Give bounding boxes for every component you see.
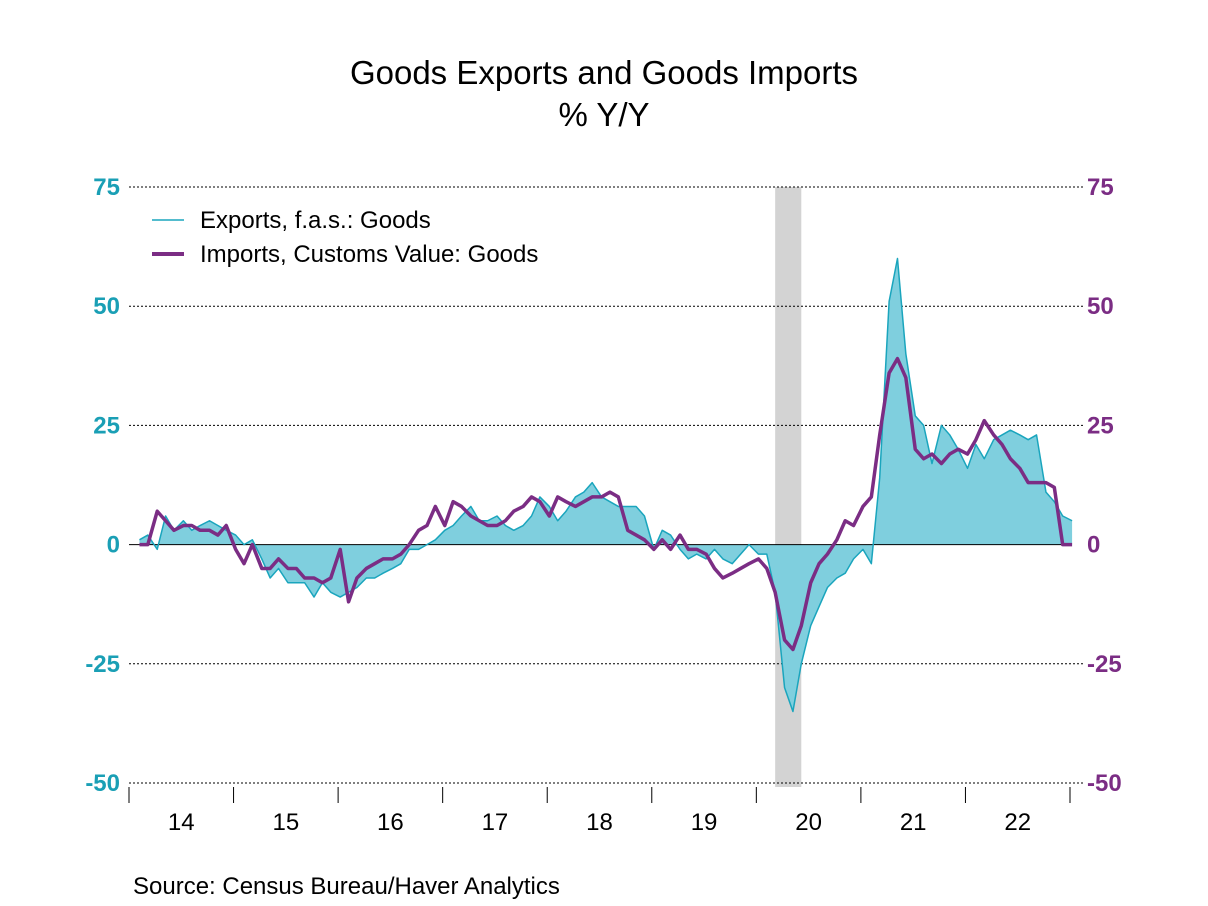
- y-tick-left-label: 50: [93, 293, 120, 320]
- y-tick-left-label: -25: [85, 651, 120, 678]
- source-note: Source: Census Bureau/Haver Analytics: [133, 873, 560, 900]
- y-tick-left-label: -50: [85, 770, 120, 797]
- y-tick-left-label: 0: [107, 532, 120, 559]
- chart-title: Goods Exports and Goods Imports: [350, 54, 858, 91]
- y-axis-right: 75 50 25 0 -25 -50: [1087, 174, 1122, 797]
- x-tick-label: 21: [900, 809, 927, 836]
- x-tick-label: 17: [482, 809, 509, 836]
- exports-area-layer: [139, 258, 1073, 712]
- legend: Exports, f.a.s.: Goods Imports, Customs …: [152, 207, 538, 268]
- legend-label-exports: Exports, f.a.s.: Goods: [200, 207, 431, 234]
- y-tick-right-label: 50: [1087, 293, 1114, 320]
- x-tick-label: 14: [168, 809, 195, 836]
- x-tick-label: 20: [795, 809, 822, 836]
- series-lines-layer: [139, 257, 1073, 713]
- x-tick-label: 19: [691, 809, 718, 836]
- y-tick-right-label: -25: [1087, 651, 1122, 678]
- y-tick-right-label: 0: [1087, 532, 1100, 559]
- y-tick-right-label: 75: [1087, 174, 1114, 201]
- y-tick-left-label: 25: [93, 412, 120, 439]
- x-tick-label: 15: [272, 809, 299, 836]
- exports-area: [139, 258, 1073, 712]
- imports-line: [139, 356, 1073, 652]
- y-axis-left: 75 50 25 0 -25 -50: [85, 174, 120, 797]
- y-tick-left-label: 75: [93, 174, 120, 201]
- x-tick-label: 16: [377, 809, 404, 836]
- y-tick-right-label: -50: [1087, 770, 1122, 797]
- gridlines: [129, 186, 1085, 784]
- y-tick-right-label: 25: [1087, 412, 1114, 439]
- legend-label-imports: Imports, Customs Value: Goods: [200, 241, 538, 268]
- chart-subtitle: % Y/Y: [558, 96, 649, 133]
- exports-line: [139, 257, 1073, 713]
- x-tick-label: 22: [1004, 809, 1031, 836]
- x-axis: 14 15 16 17 18 19 20 21 22: [128, 787, 1071, 836]
- x-tick-label: 18: [586, 809, 613, 836]
